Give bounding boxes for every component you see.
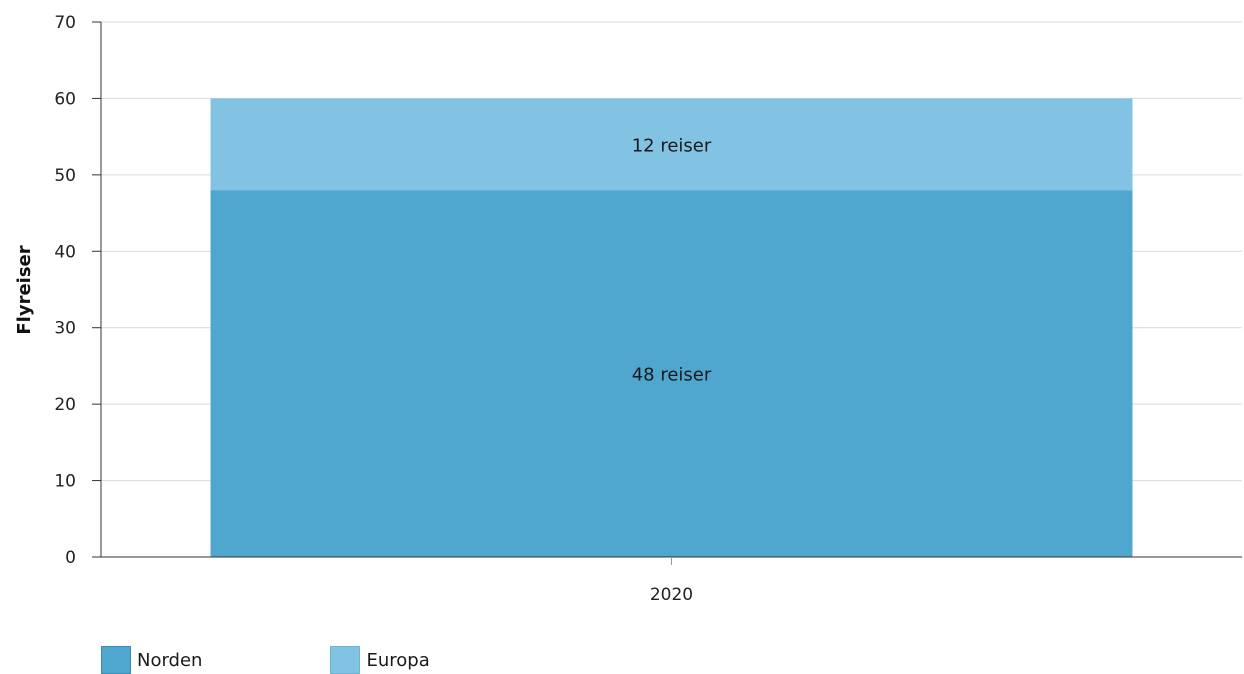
legend-item-europa[interactable]: Europa xyxy=(330,646,430,674)
data-label-europa: 12 reiser xyxy=(632,135,712,156)
legend-label-norden: Norden xyxy=(137,649,203,671)
stacked-bar-chart: 0 10 20 30 40 50 60 70 2020 48 reiser 12 reiser F… xyxy=(14,13,1242,605)
data-label-norden: 48 reiser xyxy=(632,365,712,386)
y-tick-label: 70 xyxy=(54,13,76,33)
data-labels: 48 reiser 12 reiser xyxy=(632,135,712,385)
bar-europa xyxy=(210,98,1133,191)
legend-swatch-norden xyxy=(101,646,131,674)
y-tick-label: 40 xyxy=(54,242,76,262)
y-tick-label: 30 xyxy=(54,319,76,339)
y-tick-label: 0 xyxy=(65,548,76,568)
y-tick-label: 20 xyxy=(54,395,76,415)
y-tick-label: 50 xyxy=(54,166,76,186)
bar-norden xyxy=(210,190,1133,557)
y-tick-label: 10 xyxy=(54,472,76,492)
legend-label-europa: Europa xyxy=(366,649,430,671)
legend: Norden Europa xyxy=(101,646,558,674)
y-tick-label: 60 xyxy=(54,89,76,109)
y-axis-title: Flyreiser xyxy=(14,245,35,334)
axes: 0 10 20 30 40 50 60 70 2020 xyxy=(54,13,1242,605)
bars xyxy=(210,98,1133,557)
legend-swatch-europa xyxy=(330,646,361,674)
legend-item-norden[interactable]: Norden xyxy=(101,646,202,674)
x-tick-label: 2020 xyxy=(650,585,693,605)
